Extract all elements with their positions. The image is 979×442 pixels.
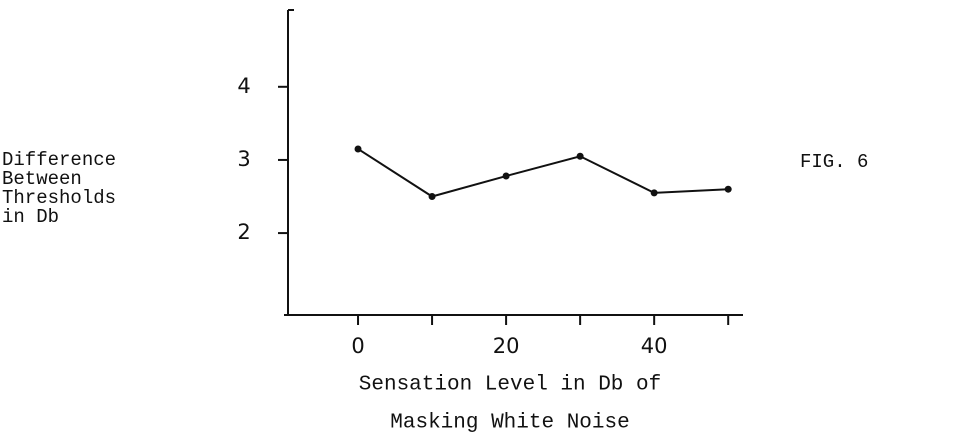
data-point bbox=[502, 172, 510, 180]
data-line bbox=[357, 148, 729, 198]
data-point bbox=[650, 189, 658, 197]
x-tick-label: 0 bbox=[351, 334, 364, 358]
y-axis-label: in Db bbox=[2, 206, 59, 228]
x-tick-label: 40 bbox=[641, 334, 668, 358]
x-tick-label: 20 bbox=[493, 334, 520, 358]
data-point bbox=[354, 145, 362, 153]
y-tick-label: 2 bbox=[237, 220, 250, 244]
y-tick-label: 4 bbox=[237, 74, 250, 98]
data-point bbox=[428, 193, 436, 201]
data-point bbox=[576, 152, 584, 160]
x-axis-label: Sensation Level in Db of bbox=[359, 374, 661, 397]
y-tick-label: 3 bbox=[237, 147, 250, 171]
y-axis-label: Difference bbox=[2, 149, 116, 171]
data-point bbox=[724, 185, 732, 193]
x-axis-label: Masking White Noise bbox=[390, 412, 629, 435]
y-axis-label: Between bbox=[2, 168, 82, 190]
figure-label: FIG. 6 bbox=[800, 151, 868, 173]
y-axis-label: Thresholds bbox=[2, 187, 116, 209]
